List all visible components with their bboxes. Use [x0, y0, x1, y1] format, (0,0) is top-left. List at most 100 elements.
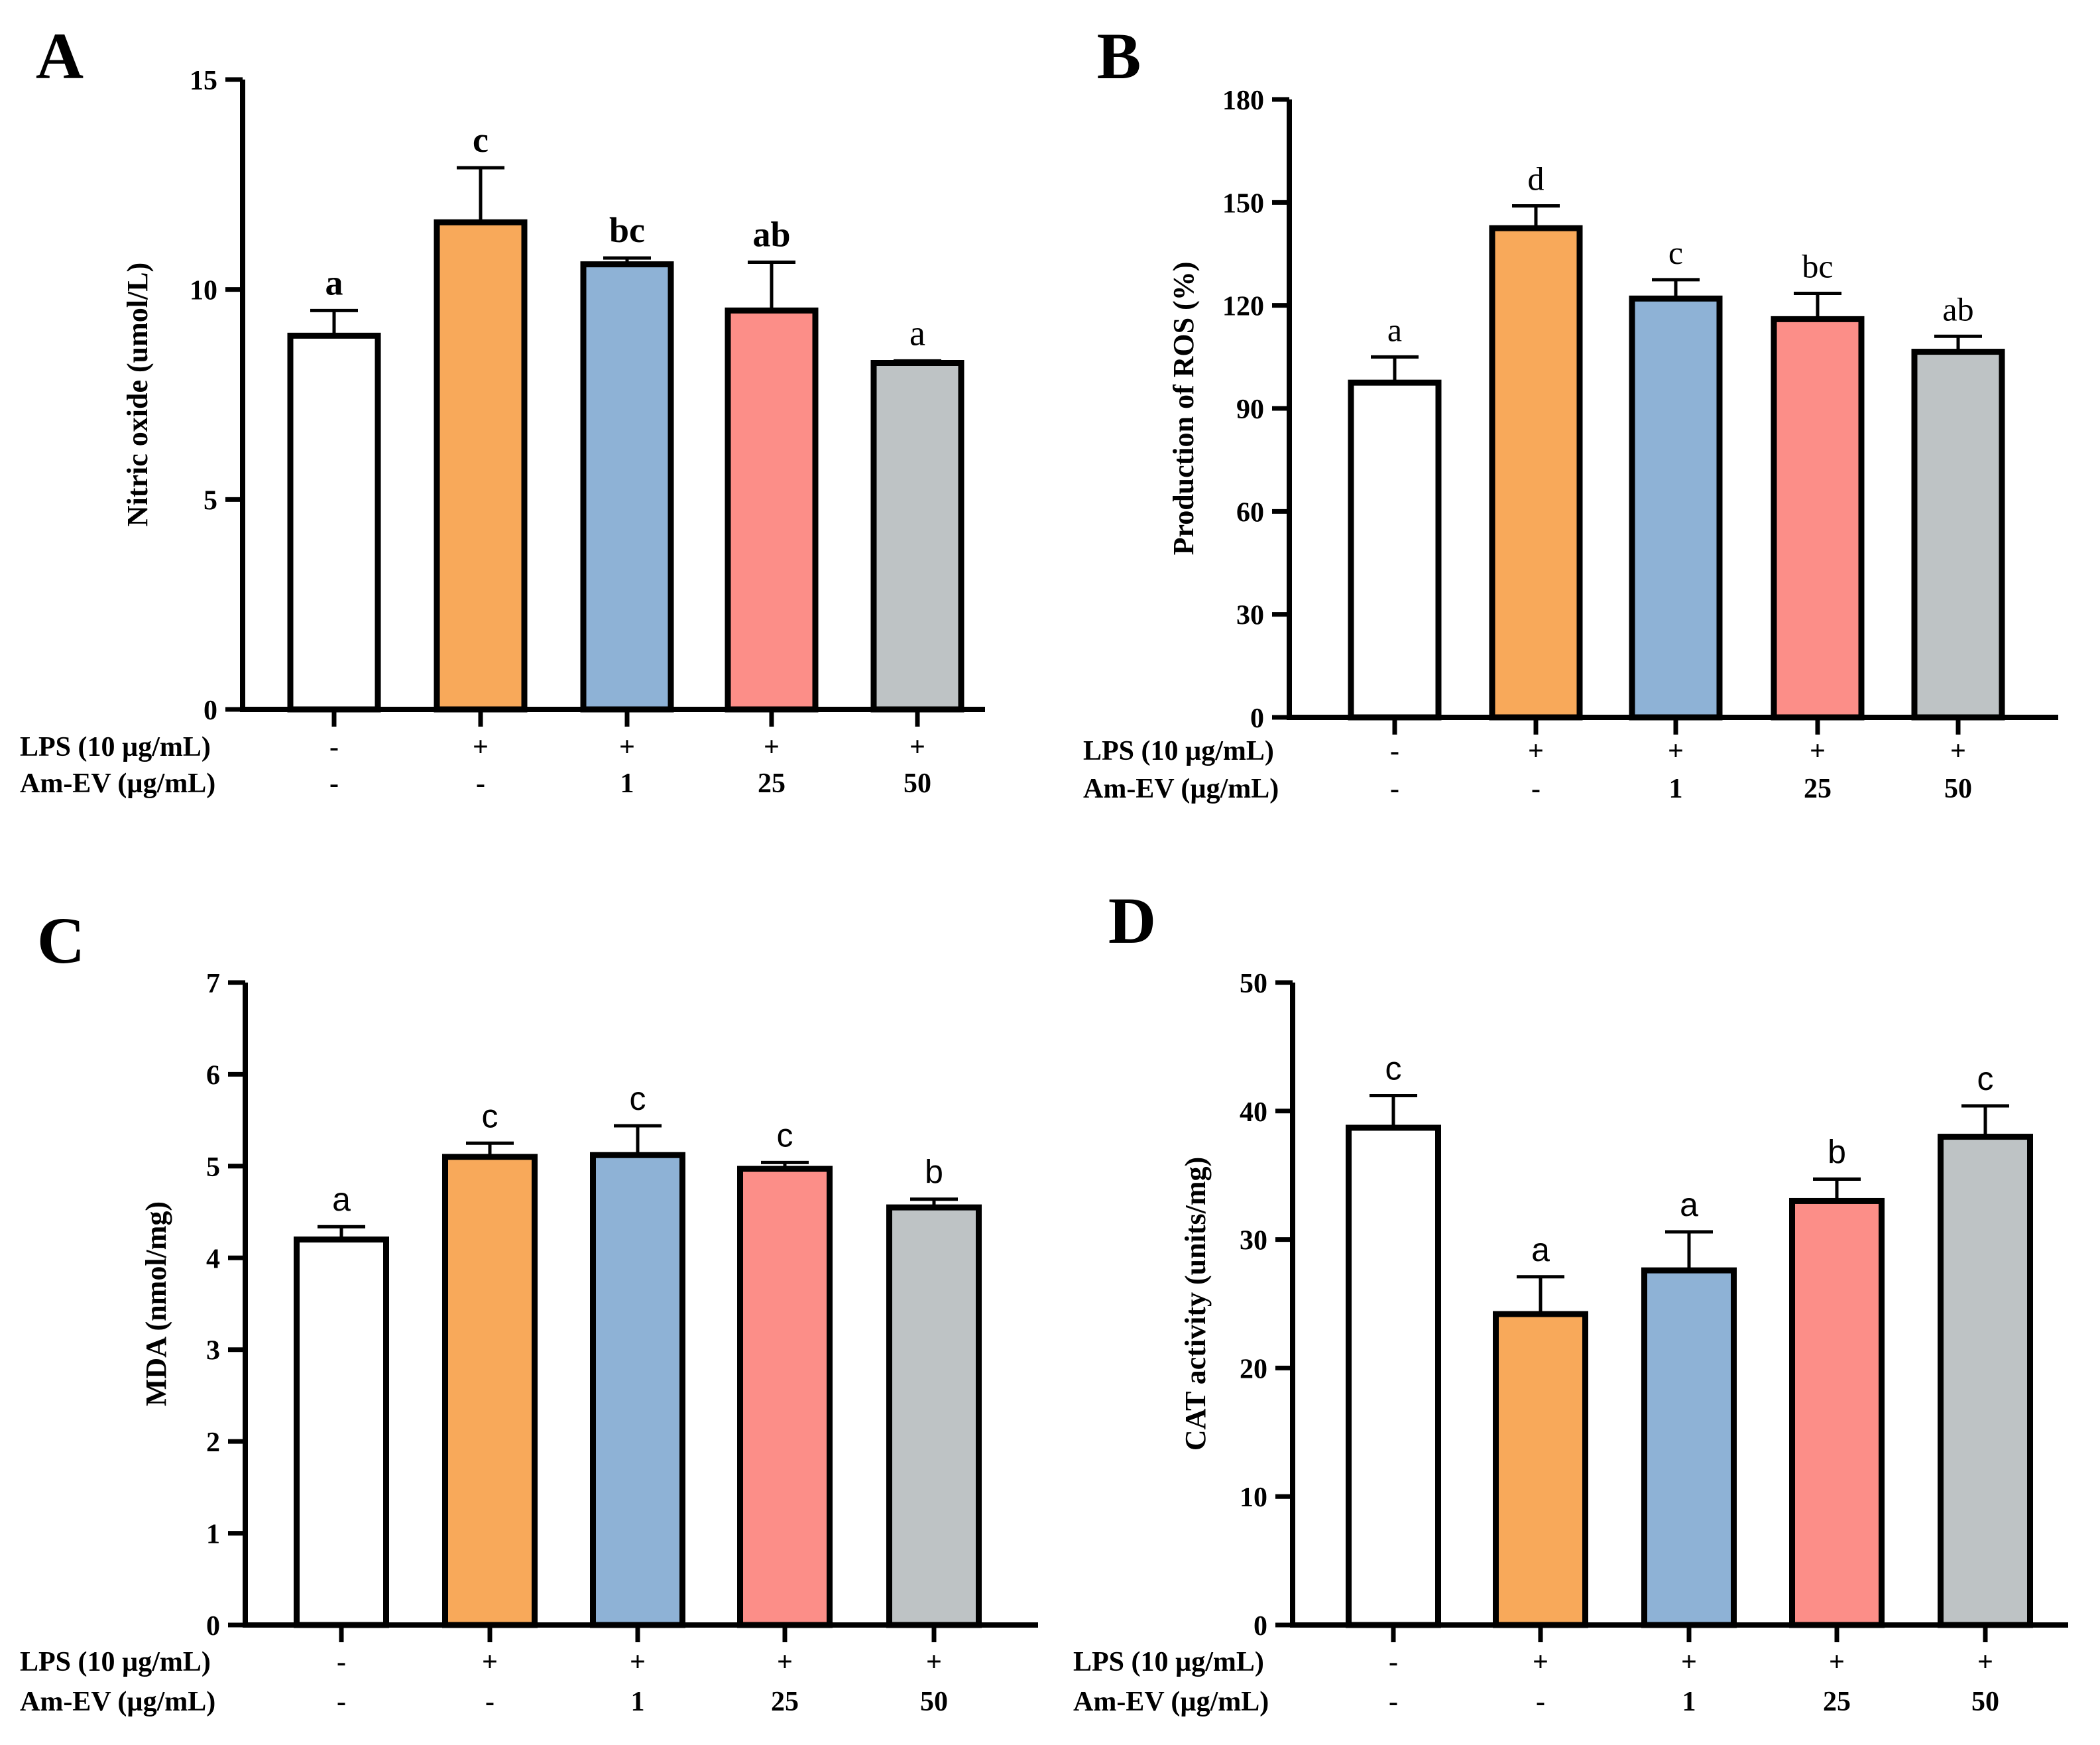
y-tick-label: 5 — [206, 1152, 220, 1183]
bar — [725, 307, 819, 713]
bar — [1938, 1134, 2033, 1628]
significance-letter: ab — [1942, 290, 1973, 328]
chart-panel-a: A Nitric oxide (umol/L) 0 5 10 15 a c bc ab a LPS (… — [20, 19, 985, 799]
bar — [434, 219, 528, 713]
bar — [442, 1154, 538, 1628]
lps-row-value: + — [1829, 1647, 1845, 1677]
bar — [870, 360, 964, 713]
significance-letter: c — [1385, 1050, 1402, 1087]
significance-letter: a — [332, 1181, 351, 1218]
lps-row-value: + — [1668, 736, 1684, 766]
y-tick-label: 5 — [204, 485, 217, 516]
lps-row-value: + — [1977, 1647, 1993, 1677]
lps-row-value: + — [1810, 736, 1826, 766]
lps-row-value: - — [337, 1647, 346, 1677]
bar — [287, 332, 381, 713]
significance-letter: c — [630, 1080, 646, 1117]
bar — [737, 1166, 833, 1628]
panel-label: D — [1108, 884, 1156, 957]
significance-letter: a — [1531, 1231, 1550, 1268]
lps-row-label: LPS (10 µg/mL) — [1083, 736, 1274, 766]
amev-row-value: - — [485, 1687, 495, 1717]
amev-row-value: 25 — [758, 768, 786, 799]
amev-row-value: - — [1389, 1687, 1398, 1717]
y-axis-title: MDA (nmol/mg) — [140, 1201, 172, 1406]
lps-row-value: - — [329, 732, 339, 762]
significance-letter: c — [777, 1116, 793, 1154]
lps-row-value: + — [1950, 736, 1966, 766]
significance-letter: c — [482, 1097, 498, 1134]
amev-row-value: 25 — [1804, 774, 1832, 804]
significance-letter: c — [1668, 234, 1683, 271]
y-tick-label: 60 — [1236, 497, 1264, 528]
y-tick-label: 6 — [206, 1060, 220, 1091]
y-tick-label: 30 — [1240, 1226, 1267, 1256]
amev-row-value: 1 — [631, 1687, 645, 1717]
y-tick-label: 180 — [1222, 86, 1264, 116]
amev-row-value: 1 — [620, 768, 634, 799]
y-tick-label: 4 — [206, 1244, 220, 1274]
amev-row-label: Am-EV (µg/mL) — [1073, 1687, 1269, 1717]
amev-row-value: - — [329, 768, 339, 799]
y-tick-label: 20 — [1240, 1354, 1267, 1384]
lps-row-value: + — [909, 732, 925, 762]
bar — [1629, 295, 1723, 721]
amev-row-value: - — [337, 1687, 346, 1717]
y-axis-title: Nitric oxide (umol/L) — [121, 263, 154, 526]
y-tick-label: 10 — [190, 276, 217, 306]
amev-row-label: Am-EV (µg/mL) — [20, 768, 215, 799]
y-tick-label: 7 — [206, 969, 220, 999]
bar — [1489, 225, 1583, 721]
bar — [294, 1236, 389, 1628]
lps-row-value: + — [1681, 1647, 1697, 1677]
y-tick-label: 2 — [206, 1427, 220, 1458]
panel-label: A — [36, 19, 84, 93]
y-tick-label: 0 — [1254, 1611, 1267, 1642]
lps-row-value: + — [473, 732, 489, 762]
amev-row-value: - — [1390, 774, 1399, 804]
bar — [590, 1152, 685, 1628]
significance-letter: bc — [609, 210, 645, 250]
bar — [1493, 1311, 1588, 1628]
amev-row-value: 50 — [1944, 774, 1972, 804]
amev-row-value: 25 — [771, 1687, 799, 1717]
lps-row-label: LPS (10 µg/mL) — [20, 732, 211, 762]
lps-row-label: LPS (10 µg/mL) — [20, 1647, 211, 1677]
significance-letter: ab — [752, 215, 790, 255]
y-tick-label: 150 — [1222, 188, 1264, 219]
y-tick-label: 0 — [204, 695, 217, 726]
significance-letter: c — [473, 120, 489, 160]
amev-row-label: Am-EV (µg/mL) — [1083, 774, 1279, 804]
lps-row-value: + — [630, 1647, 646, 1677]
lps-row-value: + — [1528, 736, 1544, 766]
lps-row-value: + — [926, 1647, 942, 1677]
y-tick-label: 3 — [206, 1336, 220, 1366]
chart-panel-d: D CAT activity (units/mg) 0 10 20 30 40 50 c a a b c… — [1073, 884, 2068, 1717]
y-axis-title: CAT activity (units/mg) — [1179, 1157, 1212, 1451]
significance-letter: a — [1387, 311, 1402, 348]
y-tick-label: 90 — [1236, 394, 1264, 425]
y-tick-label: 120 — [1222, 292, 1264, 322]
bar — [886, 1204, 982, 1628]
y-tick-label: 1 — [206, 1520, 220, 1550]
lps-row-value: + — [764, 732, 780, 762]
lps-row-label: LPS (10 µg/mL) — [1073, 1647, 1264, 1677]
bar — [1348, 379, 1442, 721]
lps-row-value: + — [482, 1647, 498, 1677]
significance-letter: c — [1977, 1060, 1994, 1097]
y-tick-label: 50 — [1240, 969, 1267, 999]
y-tick-label: 40 — [1240, 1097, 1267, 1128]
y-tick-label: 15 — [190, 66, 217, 96]
amev-row-value: 50 — [920, 1687, 948, 1717]
amev-row-value: 50 — [1971, 1687, 1999, 1717]
lps-row-value: + — [619, 732, 635, 762]
y-tick-label: 30 — [1236, 601, 1264, 631]
panel-label: C — [37, 904, 85, 977]
significance-letter: b — [925, 1154, 943, 1191]
amev-row-value: - — [1531, 774, 1541, 804]
significance-letter: a — [325, 263, 343, 302]
bar — [1346, 1124, 1441, 1628]
amev-row-value: - — [476, 768, 485, 799]
